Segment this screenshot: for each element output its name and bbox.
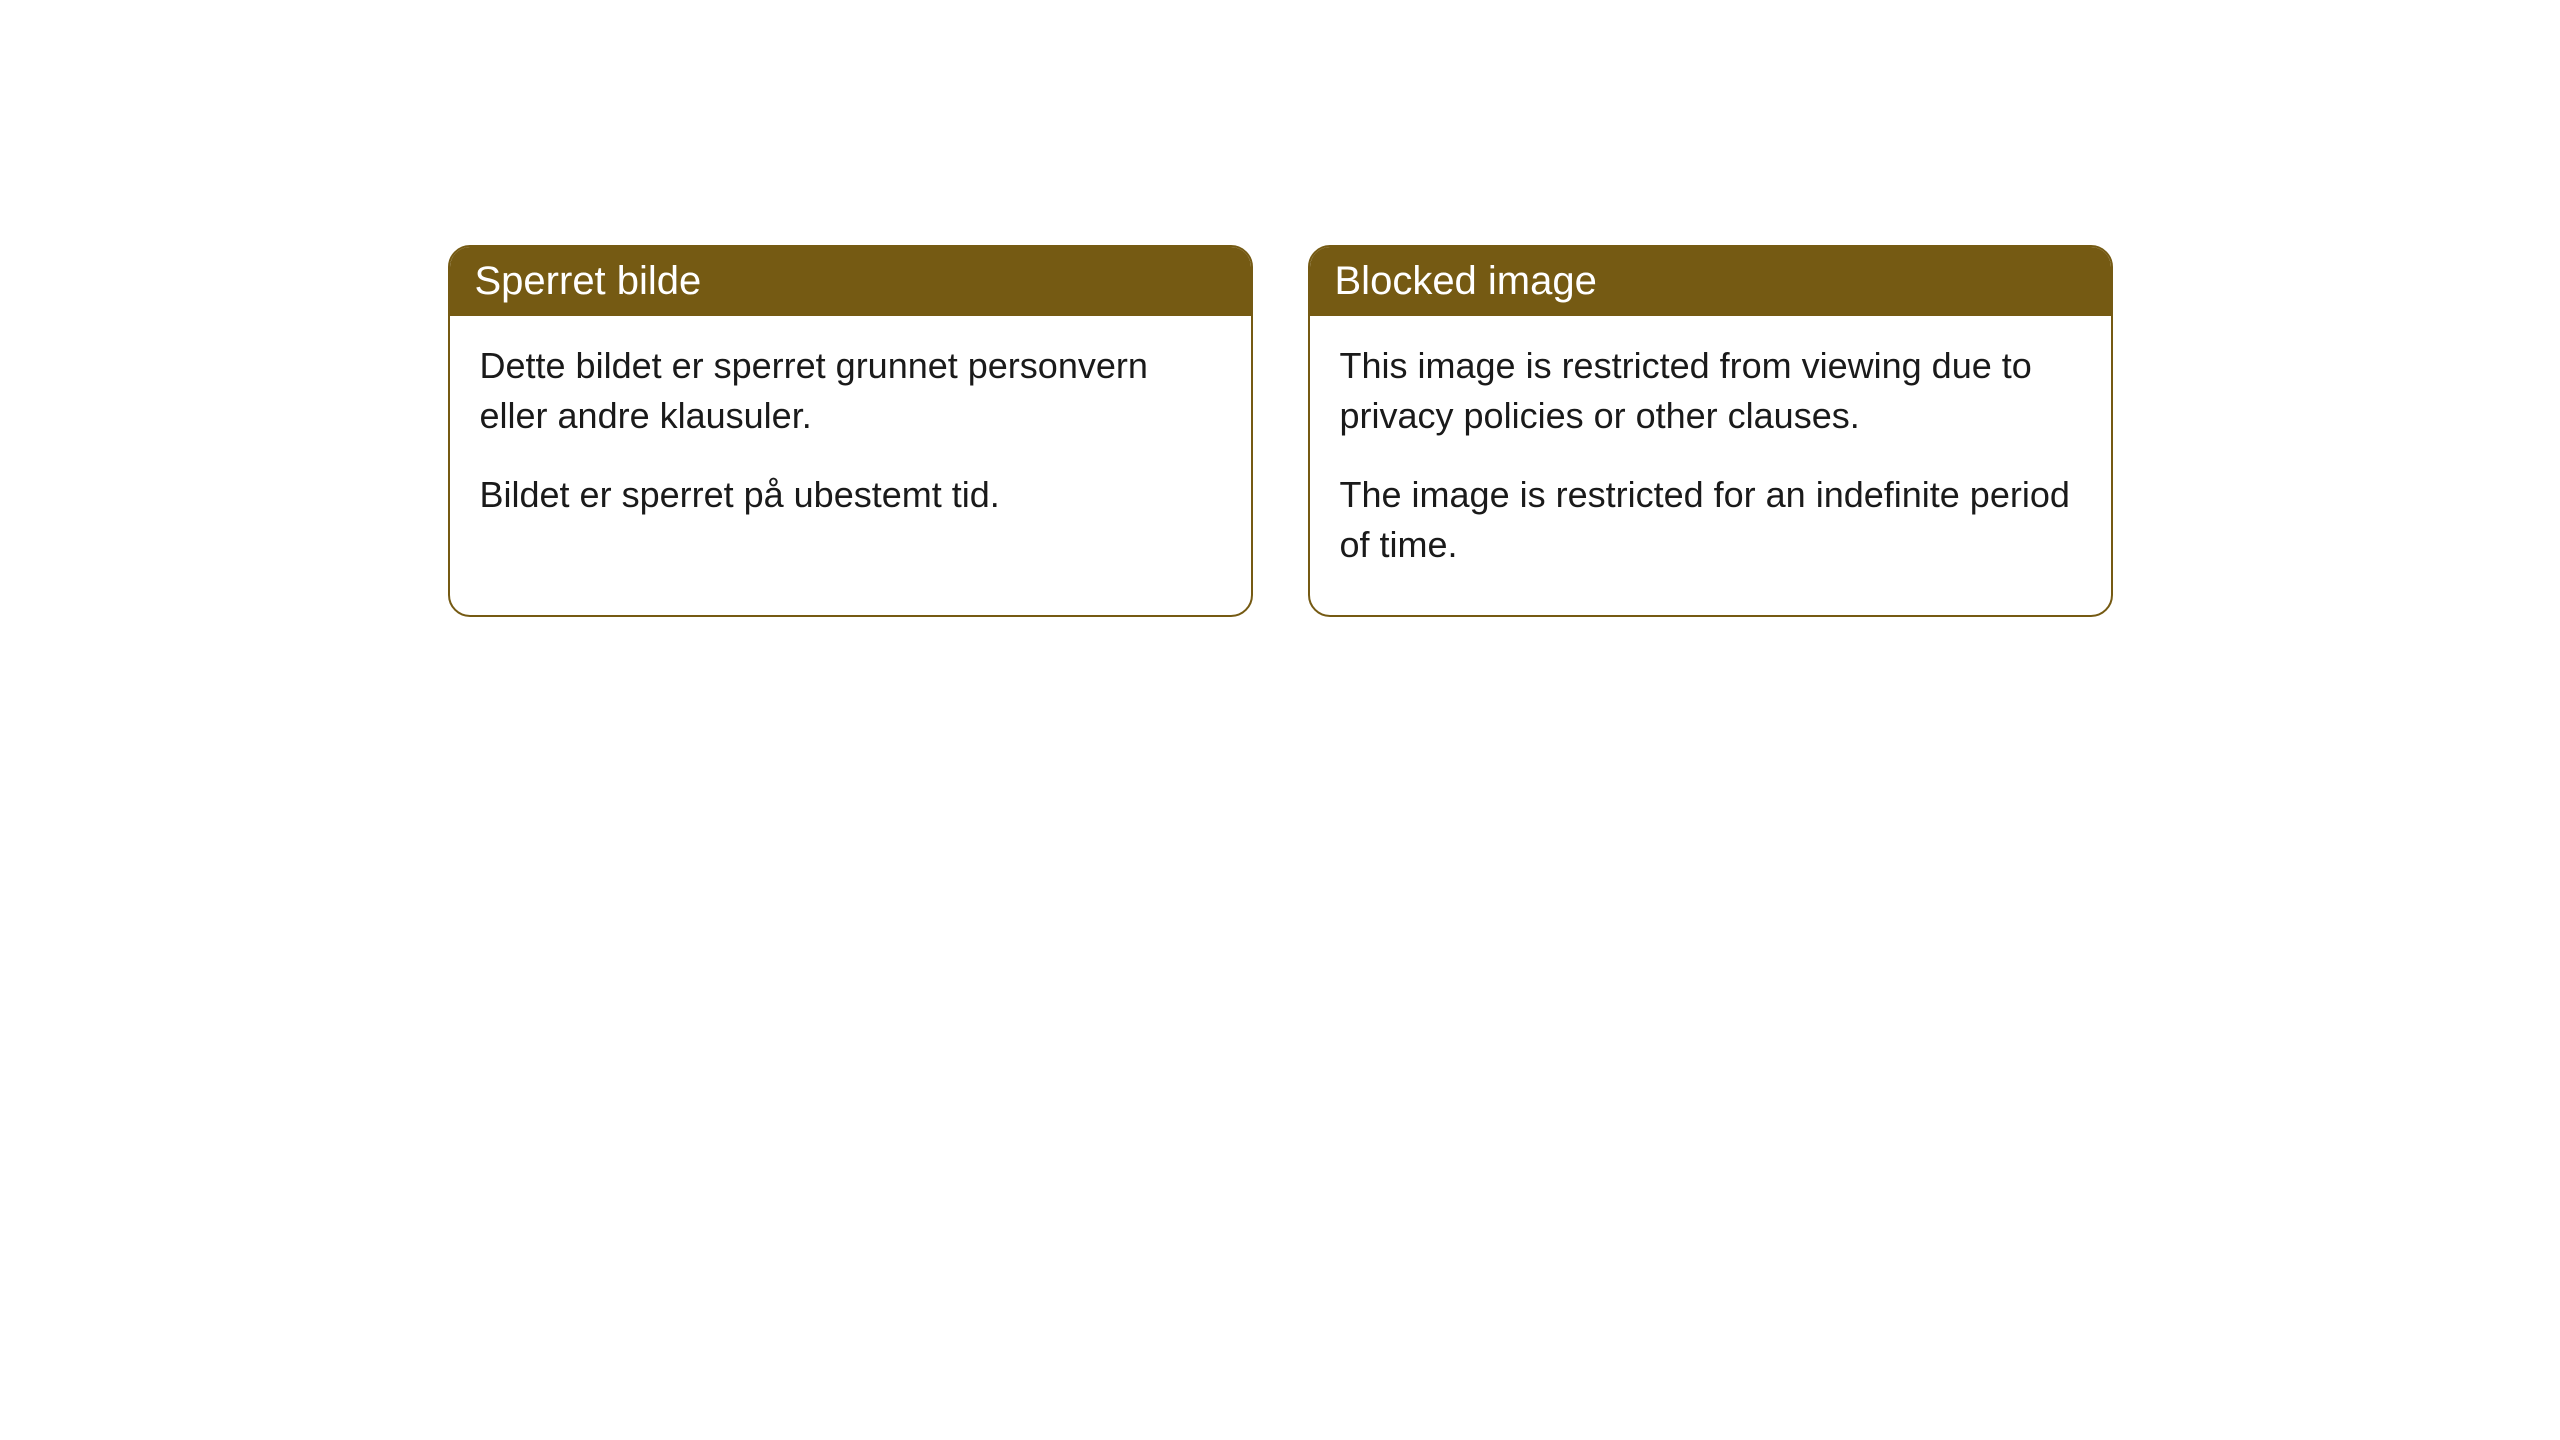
card-paragraph2-norwegian: Bildet er sperret på ubestemt tid. [480, 470, 1221, 520]
card-paragraph2-english: The image is restricted for an indefinit… [1340, 470, 2081, 569]
cards-container: Sperret bilde Dette bildet er sperret gr… [448, 245, 2113, 617]
card-title-norwegian: Sperret bilde [475, 259, 702, 303]
card-norwegian: Sperret bilde Dette bildet er sperret gr… [448, 245, 1253, 617]
card-header-english: Blocked image [1310, 247, 2111, 316]
card-paragraph1-english: This image is restricted from viewing du… [1340, 341, 2081, 440]
card-title-english: Blocked image [1335, 259, 1597, 303]
card-body-norwegian: Dette bildet er sperret grunnet personve… [450, 316, 1251, 565]
card-body-english: This image is restricted from viewing du… [1310, 316, 2111, 615]
card-english: Blocked image This image is restricted f… [1308, 245, 2113, 617]
card-paragraph1-norwegian: Dette bildet er sperret grunnet personve… [480, 341, 1221, 440]
card-header-norwegian: Sperret bilde [450, 247, 1251, 316]
